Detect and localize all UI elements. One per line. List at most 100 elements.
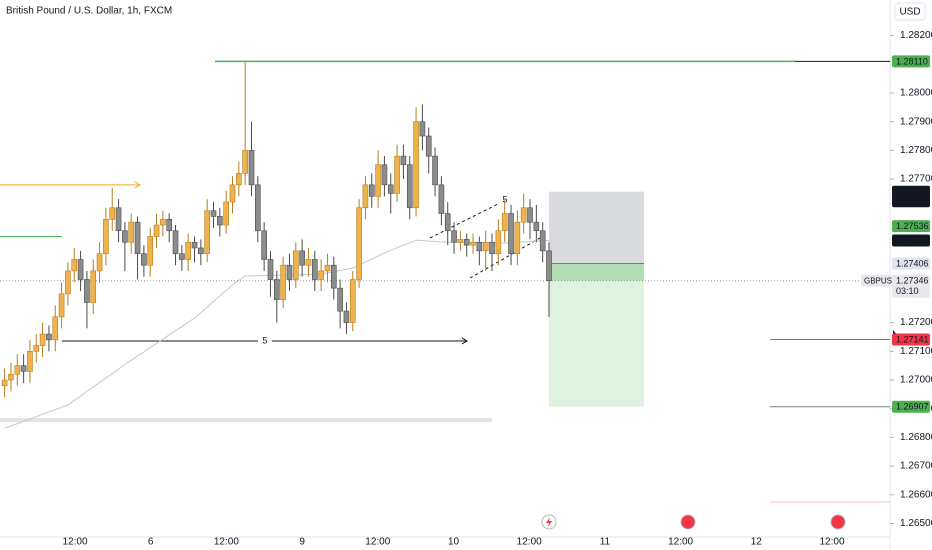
price-tag <box>892 234 930 247</box>
price-tag-label: 1.27486 <box>896 235 929 245</box>
x-tick-label: 10 <box>448 537 460 548</box>
y-tick-label: 1.27700 <box>900 174 932 185</box>
price-tag <box>892 220 930 233</box>
price-tag <box>892 195 930 208</box>
flag-icon[interactable] <box>830 514 846 530</box>
candle-body <box>470 241 476 246</box>
y-tick-label: 1.26600 <box>900 489 932 500</box>
candle-body <box>444 213 451 232</box>
candle-body <box>514 221 521 255</box>
candle-body <box>103 218 109 255</box>
event-glyph <box>546 517 552 527</box>
open-pnl-zone <box>549 263 644 281</box>
candle-body <box>77 259 84 280</box>
candle-body <box>223 201 229 226</box>
candle-body <box>248 150 255 186</box>
price-tag-label: 1.27141 <box>896 334 929 344</box>
x-tick-label: 12:00 <box>214 537 239 548</box>
candle-body <box>185 241 191 260</box>
candle-body <box>280 264 286 300</box>
price-tag <box>892 400 930 413</box>
symbol-label: GBPUSD <box>864 276 898 285</box>
price-tag <box>892 185 930 198</box>
candle-body <box>71 259 78 272</box>
candle-body <box>400 155 407 166</box>
candle-body <box>343 310 350 323</box>
candle-body <box>14 365 21 375</box>
candle-body <box>153 224 160 237</box>
candle-body <box>394 155 400 194</box>
candle-body <box>166 218 172 232</box>
y-tick-label: 1.28000 <box>900 88 932 99</box>
candle-body <box>362 184 369 209</box>
arrow-head <box>461 337 468 345</box>
candle-body <box>533 221 540 232</box>
chart-title: British Pound / U.S. Dollar, 1h, FXCM <box>6 6 172 17</box>
candle-body <box>438 184 445 214</box>
candle-body <box>520 207 527 223</box>
y-tick-label: 1.26800 <box>900 432 932 443</box>
candle-body <box>96 253 103 272</box>
candle-body <box>147 236 154 266</box>
candle-body <box>217 216 223 226</box>
channel-line <box>429 203 499 239</box>
candle-body <box>419 121 426 137</box>
candle-body <box>20 365 27 372</box>
currency-label[interactable]: USD <box>899 7 920 18</box>
candle-body <box>292 250 299 280</box>
candle-body <box>204 210 210 255</box>
candle-body <box>160 218 166 226</box>
candle-body <box>274 279 280 300</box>
candle-body <box>58 293 65 318</box>
price-tag-label: 1.28110 <box>896 56 928 66</box>
candle-body <box>1 379 8 387</box>
x-tick-label: 12 <box>751 537 763 548</box>
candle-body <box>134 221 141 255</box>
candle-body <box>90 270 97 303</box>
candle-body <box>495 230 502 255</box>
currency-button[interactable] <box>894 2 926 21</box>
candle-body <box>482 241 489 252</box>
y-tick-label: 1.27900 <box>900 116 932 127</box>
y-tick-label: 1.27000 <box>900 375 932 386</box>
price-tag-label: 1.27536 <box>896 221 929 231</box>
candle-body <box>299 250 305 266</box>
candle-body <box>324 264 331 272</box>
price-tag-label: 1.27406 <box>896 258 929 268</box>
candle-body <box>267 259 274 280</box>
candle-body <box>330 264 337 289</box>
candle-body <box>387 184 394 194</box>
countdown-label: 03:10 <box>896 286 919 296</box>
arrow-head <box>134 181 141 189</box>
candle-body <box>381 164 388 186</box>
price-tag-label: 1.27623 <box>896 196 929 206</box>
price-tag-label: 1.26907 <box>896 402 929 412</box>
candle-body <box>451 230 457 243</box>
candle-body <box>508 213 514 255</box>
candle-body <box>261 230 267 260</box>
candle-body <box>476 241 483 252</box>
candle-body <box>128 221 135 243</box>
flag-icon[interactable] <box>680 514 696 530</box>
price-tag-label: 1.27656 <box>896 187 929 197</box>
candle-body <box>311 259 318 280</box>
x-tick-label: 6 <box>148 537 154 548</box>
symbol-tag <box>861 274 892 287</box>
candle-body <box>501 213 508 232</box>
candle-body <box>46 333 52 341</box>
candle-body <box>65 270 71 295</box>
candle-body <box>179 253 185 260</box>
x-tick-label: 12:00 <box>365 537 390 548</box>
x-tick-label: 9 <box>299 537 305 548</box>
x-tick-label: 11 <box>600 537 611 548</box>
price-tag <box>892 257 930 270</box>
candle-body <box>242 150 248 174</box>
candle-body <box>52 316 59 341</box>
reward-zone <box>549 263 644 407</box>
candle-body <box>33 345 40 352</box>
x-tick-label: 12:00 <box>62 537 87 548</box>
risk-zone <box>549 191 644 264</box>
y-tick-label: 1.27200 <box>900 317 932 328</box>
y-tick-label: 1.28200 <box>900 30 932 41</box>
